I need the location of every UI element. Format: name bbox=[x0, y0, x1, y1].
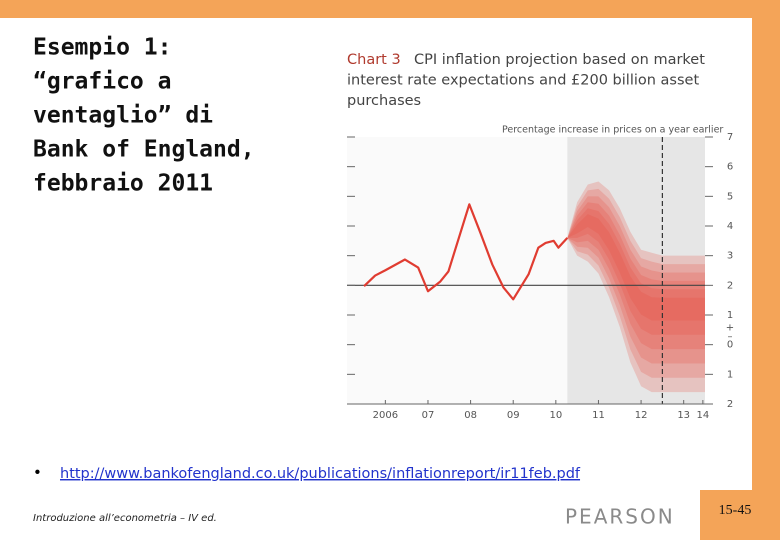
x-tick-label: 2006 bbox=[373, 410, 398, 421]
x-tick-label: 13 bbox=[677, 410, 690, 421]
y-axis-label: Percentage increase in prices on a year … bbox=[502, 125, 723, 136]
slide-title-line: Bank of England, bbox=[33, 137, 255, 163]
x-tick-label: 10 bbox=[549, 410, 562, 421]
projection-area bbox=[567, 137, 705, 404]
y-tick-label: 2 bbox=[727, 280, 733, 291]
y-tick-label: 1 bbox=[727, 369, 733, 380]
x-tick-label: 08 bbox=[464, 410, 477, 421]
chart-title: Chart 3 bbox=[347, 52, 401, 68]
page-number: 15-45 bbox=[719, 503, 752, 518]
fan-band bbox=[567, 208, 705, 335]
x-tick-label: 12 bbox=[635, 410, 648, 421]
slide-title-line: ventaglio” di bbox=[33, 103, 213, 129]
slide-title-line: febbraio 2011 bbox=[33, 171, 213, 197]
y-tick-label: 4 bbox=[727, 221, 733, 232]
link[interactable]: http://www.bankofengland.co.uk/publicati… bbox=[60, 466, 581, 482]
y-tick-label: 6 bbox=[727, 162, 733, 173]
fan-band bbox=[567, 202, 705, 350]
right-band bbox=[752, 0, 780, 490]
chart-subtitle: CPI inflation projection based on market bbox=[414, 52, 705, 68]
fan-band bbox=[567, 181, 705, 393]
sign-label: – bbox=[728, 332, 733, 343]
y-tick-label: 0 bbox=[727, 340, 733, 351]
top-band bbox=[0, 0, 780, 18]
y-tick-label: 5 bbox=[727, 191, 733, 202]
fan-band bbox=[567, 188, 705, 378]
y-tick-label: 1 bbox=[727, 310, 733, 321]
y-tick-label: 3 bbox=[727, 251, 733, 262]
slide-title-line: Esempio 1: bbox=[33, 35, 171, 61]
x-tick-label: 09 bbox=[507, 410, 520, 421]
logo: PEARSON bbox=[565, 505, 675, 529]
x-tick-label: 11 bbox=[592, 410, 605, 421]
history-area bbox=[347, 137, 568, 404]
chart-subtitle: purchases bbox=[347, 93, 421, 109]
sign-label: + bbox=[726, 323, 734, 334]
slide-title-line: “grafico a bbox=[33, 69, 171, 95]
fan-band bbox=[567, 196, 705, 364]
x-tick-label: 14 bbox=[697, 410, 710, 421]
page-box bbox=[700, 490, 780, 540]
fan-band bbox=[567, 214, 705, 321]
history-line bbox=[363, 203, 569, 301]
chart-subtitle: interest rate expectations and £200 bill… bbox=[347, 73, 699, 89]
x-tick-label: 07 bbox=[422, 410, 435, 421]
y-tick-label: 2 bbox=[727, 399, 733, 410]
footer: Introduzione all’econometria – IV ed. bbox=[33, 513, 217, 524]
y-tick-label: 7 bbox=[727, 132, 733, 143]
bullet: • bbox=[33, 464, 42, 482]
